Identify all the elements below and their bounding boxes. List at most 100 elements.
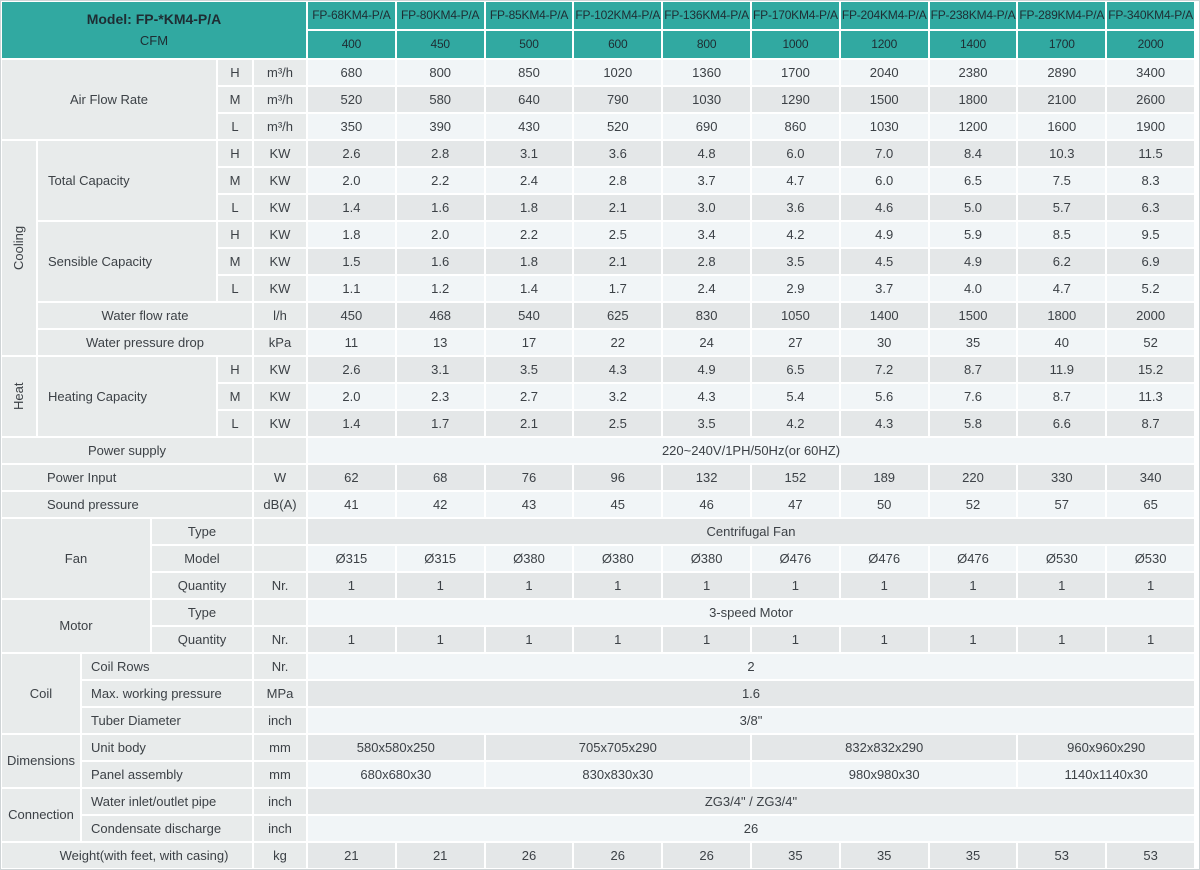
motor-quantity-value-1: 1 [308, 627, 395, 652]
heating-capacity-h-value-1: 2.6 [308, 357, 395, 382]
fan-type-label: Type [152, 519, 252, 544]
power-supply-label: Power supply [2, 438, 252, 463]
model-name-value-3: FP-85KM4-P/A [485, 2, 573, 29]
fan-model-value-7: Ø476 [840, 546, 928, 571]
heating-capacity-m-value-1: 2.0 [308, 384, 395, 409]
sound-pressure-value-1: 41 [308, 492, 395, 517]
motor-quantity-value-8: 1 [929, 627, 1017, 652]
water-pressure-drop-value-8: 35 [929, 330, 1017, 355]
heating-capacity-m-value-3: 2.7 [485, 384, 573, 409]
total-capacity-h-value-9: 10.3 [1018, 141, 1106, 166]
water-flow-rate-value-3: 540 [485, 303, 573, 328]
air-flow-l-value-5: 690 [663, 114, 750, 139]
air-flow-l-value-9: 1600 [1018, 114, 1106, 139]
fan-model-value-1: Ø315 [308, 546, 395, 571]
unit-body-span-2: 705x705x290 [485, 735, 750, 760]
air-flow-m-value-4: 790 [574, 87, 662, 112]
total-capacity-h-value-1: 2.6 [308, 141, 395, 166]
weight-value-10: 53 [1107, 843, 1194, 868]
total-capacity-h-value-5: 4.8 [663, 141, 750, 166]
motor-quantity-unit: Nr. [254, 627, 306, 652]
motor-type-span-1: 3-speed Motor [308, 600, 1194, 625]
sensible-capacity-h-value-2: 2.0 [396, 222, 484, 247]
air-flow-l-value-10: 1900 [1107, 114, 1194, 139]
sensible-capacity-m-value-9: 6.2 [1018, 249, 1106, 274]
coil-rows-span-1: 2 [308, 654, 1194, 679]
water-flow-rate-value-1: 450 [308, 303, 395, 328]
condensate-discharge-label: Condensate discharge [82, 816, 252, 841]
sound-pressure-value-10: 65 [1107, 492, 1194, 517]
sensible-capacity-m-value-4: 2.1 [574, 249, 662, 274]
air-flow-m-value-7: 1500 [840, 87, 928, 112]
heating-capacity-l-value-3: 2.1 [485, 411, 573, 436]
fan-model-value-6: Ø476 [752, 546, 839, 571]
sound-pressure-value-4: 45 [574, 492, 662, 517]
fan-quantity-value-5: 1 [663, 573, 750, 598]
heating-capacity-h-value-9: 11.9 [1018, 357, 1106, 382]
total-capacity-label: Total Capacity [38, 141, 216, 220]
sound-pressure-value-9: 57 [1018, 492, 1106, 517]
motor-quantity-value-10: 1 [1107, 627, 1194, 652]
power-input-unit: W [254, 465, 306, 490]
sensible-capacity-l-value-8: 4.0 [929, 276, 1017, 301]
heating-capacity-l-value-8: 5.8 [929, 411, 1017, 436]
heating-capacity-l-value-7: 4.3 [840, 411, 928, 436]
sensible-capacity-h-value-10: 9.5 [1107, 222, 1194, 247]
model-name-value-7: FP-204KM4-P/A [840, 2, 928, 29]
water-pressure-drop-unit: kPa [254, 330, 306, 355]
total-capacity-l-value-2: 1.6 [396, 195, 484, 220]
fan-model-value-4: Ø380 [574, 546, 662, 571]
sensible-capacity-m-level: M [218, 249, 252, 274]
power-input-value-3: 76 [485, 465, 573, 490]
sound-pressure-value-6: 47 [752, 492, 839, 517]
sensible-capacity-l-unit: KW [254, 276, 306, 301]
total-capacity-l-unit: KW [254, 195, 306, 220]
unit-body-span-4: 960x960x290 [1018, 735, 1194, 760]
water-inlet-outlet-pipe-label: Water inlet/outlet pipe [82, 789, 252, 814]
air-flow-m-value-10: 2600 [1107, 87, 1194, 112]
heating-capacity-l-value-1: 1.4 [308, 411, 395, 436]
heating-capacity-l-value-4: 2.5 [574, 411, 662, 436]
motor-quantity-label: Quantity [152, 627, 252, 652]
heating-capacity-h-value-7: 7.2 [840, 357, 928, 382]
water-pressure-drop-value-1: 11 [308, 330, 395, 355]
unit-body-label: Unit body [82, 735, 252, 760]
power-input-value-10: 340 [1107, 465, 1194, 490]
heating-capacity-h-unit: KW [254, 357, 306, 382]
cfm-value-value-10: 2000 [1107, 31, 1194, 58]
fan-model-value-2: Ø315 [396, 546, 484, 571]
model-name-value-5: FP-136KM4-P/A [663, 2, 750, 29]
fan-quantity-value-1: 1 [308, 573, 395, 598]
water-inlet-outlet-pipe-span-1: ZG3/4" / ZG3/4" [308, 789, 1194, 814]
sound-pressure-unit: dB(A) [254, 492, 306, 517]
heating-capacity-h-value-10: 15.2 [1107, 357, 1194, 382]
weight-label: Weight(with feet, with casing) [2, 843, 252, 868]
air-flow-m-level: M [218, 87, 252, 112]
sensible-capacity-l-value-1: 1.1 [308, 276, 395, 301]
water-pressure-drop-value-3: 17 [485, 330, 573, 355]
model-name-value-9: FP-289KM4-P/A [1018, 2, 1106, 29]
fan-quantity-unit: Nr. [254, 573, 306, 598]
sensible-capacity-l-value-3: 1.4 [485, 276, 573, 301]
model-header-line: Model: FP-*KM4-P/A [86, 11, 222, 28]
total-capacity-l-value-10: 6.3 [1107, 195, 1194, 220]
total-capacity-l-value-1: 1.4 [308, 195, 395, 220]
total-capacity-l-value-9: 5.7 [1018, 195, 1106, 220]
tuber-diameter-span-1: 3/8" [308, 708, 1194, 733]
sensible-capacity-h-unit: KW [254, 222, 306, 247]
cfm-value-value-3: 500 [485, 31, 573, 58]
motor-type-label: Type [152, 600, 252, 625]
sensible-capacity-l-value-4: 1.7 [574, 276, 662, 301]
sensible-capacity-m-value-2: 1.6 [396, 249, 484, 274]
model-name-value-2: FP-80KM4-P/A [396, 2, 484, 29]
total-capacity-m-value-4: 2.8 [574, 168, 662, 193]
motor-quantity-value-4: 1 [574, 627, 662, 652]
sound-pressure-value-8: 52 [929, 492, 1017, 517]
sensible-capacity-h-value-4: 2.5 [574, 222, 662, 247]
air-flow-l-value-2: 390 [396, 114, 484, 139]
max-working-pressure-unit: MPa [254, 681, 306, 706]
motor-quantity-value-7: 1 [840, 627, 928, 652]
dimensions-group-label: Dimensions [2, 735, 80, 787]
air-flow-l-value-3: 430 [485, 114, 573, 139]
max-working-pressure-span-1: 1.6 [308, 681, 1194, 706]
